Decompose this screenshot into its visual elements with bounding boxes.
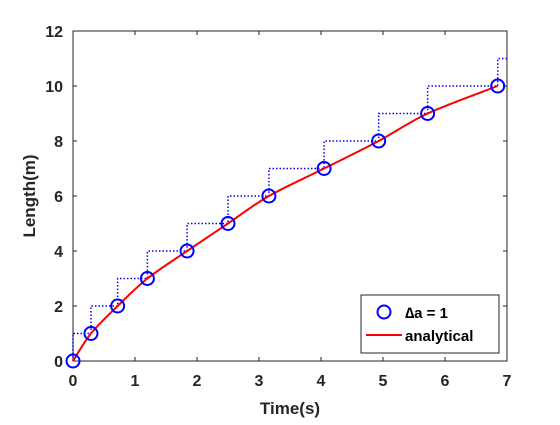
data-point-marker [83,326,99,341]
y-tick-label: 6 [54,189,63,206]
data-point-marker [316,161,332,176]
analytical-line [72,85,499,362]
data-point-marker [139,271,155,286]
y-axis-title: Length(m) [20,154,39,237]
x-tick-label: 0 [69,373,78,390]
x-axis: 0 1 2 3 4 5 6 7 [69,31,512,390]
y-tick-label: 10 [45,79,63,96]
y-tick-label: 0 [54,354,63,371]
x-tick-label: 5 [379,373,388,390]
data-point-marker [261,188,277,204]
x-tick-label: 6 [441,373,450,390]
legend-marker-circle [376,304,392,320]
x-tick-label: 4 [317,373,326,390]
series-layer [65,57,507,369]
data-point-marker [220,216,236,231]
data-point-marker [110,298,126,314]
y-axis: 0 2 4 6 8 10 12 [45,24,507,371]
x-tick-label: 1 [131,373,140,390]
y-tick-label: 8 [54,134,63,151]
legend: ∆a = 1 analytical [360,294,500,354]
legend-label-markers: ∆a = 1 [405,305,448,322]
data-point-marker [179,243,195,259]
data-point-marker [420,106,436,121]
x-tick-label: 3 [255,373,264,390]
x-tick-label: 2 [193,373,202,390]
data-point-marker [65,353,81,369]
y-tick-label: 12 [45,24,63,41]
legend-label-analytical: analytical [405,328,473,345]
step-dotted-line [72,57,507,361]
y-tick-label: 4 [54,244,63,261]
x-tick-label: 7 [503,373,512,390]
x-axis-title: Time(s) [260,399,320,418]
data-point-marker [371,133,387,149]
y-tick-label: 2 [54,299,63,316]
data-point-marker [490,78,506,94]
